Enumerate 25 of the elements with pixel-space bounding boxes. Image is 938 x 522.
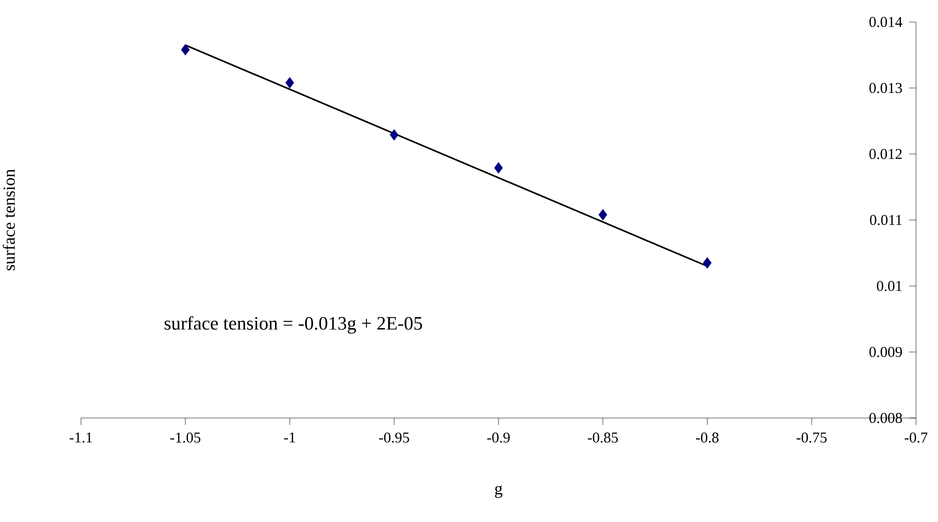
x-tick-label: -0.7	[904, 432, 928, 443]
y-tick-label: 0.012	[869, 148, 902, 160]
x-tick-label: -0.8	[696, 432, 719, 443]
x-tick-label: -1	[284, 432, 296, 442]
x-tick-label: -0.85	[588, 432, 618, 443]
y-tick-label: 0.008	[869, 412, 902, 424]
point	[702, 257, 712, 269]
y-tick-label: 0.014	[869, 16, 902, 28]
point	[494, 162, 503, 174]
x-tick-label: -1.1	[70, 432, 92, 443]
annotation: surface tension = -0.013g + 2E-05	[164, 316, 422, 334]
point	[285, 77, 294, 88]
y-tick-label: 0.013	[869, 82, 902, 94]
point	[598, 209, 608, 220]
y-tick-label: 0.011	[870, 214, 902, 226]
x-axis-title: g	[495, 486, 502, 498]
x-tick-label: -0.95	[379, 432, 410, 443]
y-tick-label: 0.009	[869, 346, 902, 358]
y-tick-label: 0.01	[876, 280, 902, 292]
x-tick-label: -0.75	[796, 432, 827, 443]
x-tick-label: -1.05	[170, 432, 200, 443]
point	[390, 129, 398, 141]
y-axis-title: surface tension	[2, 169, 15, 270]
point	[181, 44, 190, 56]
x-tick-label: -0.9	[487, 432, 510, 443]
